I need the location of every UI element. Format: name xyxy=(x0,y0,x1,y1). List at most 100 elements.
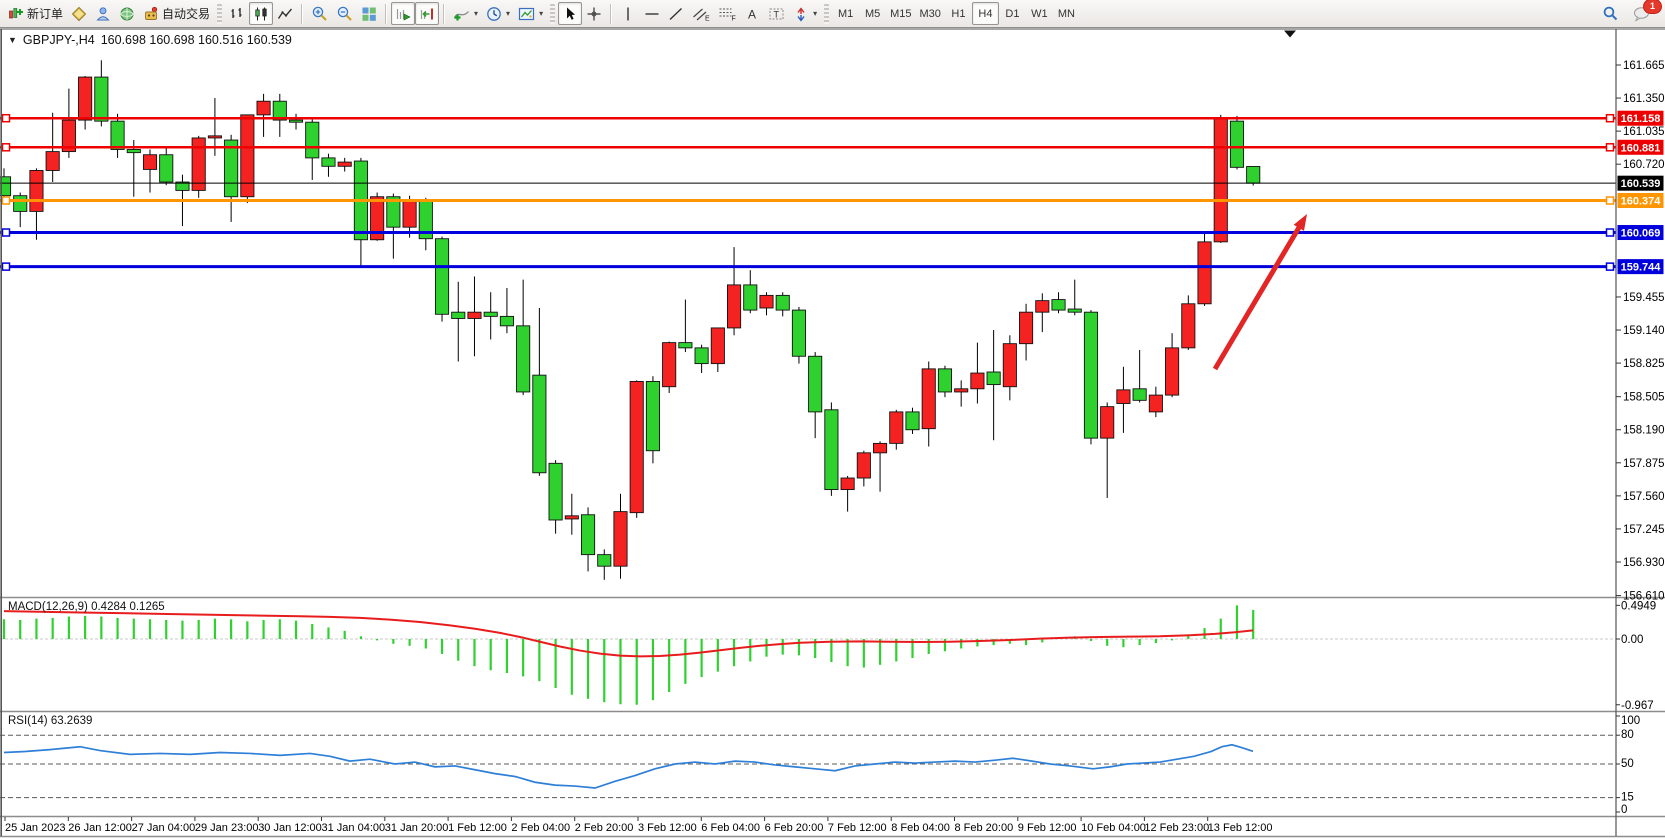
candlestick-chart-button[interactable] xyxy=(249,2,274,25)
new-order-button[interactable]: 新订单 xyxy=(4,2,67,25)
time-axis-label: 12 Feb 23:00 xyxy=(1144,822,1209,834)
bull-candle-body xyxy=(954,388,969,393)
chart-menu-collapse-icon[interactable]: ▼ xyxy=(8,35,17,45)
timeframe-w1-button[interactable]: W1 xyxy=(1026,2,1053,25)
line-chart-button[interactable] xyxy=(273,2,297,25)
bull-candle-body xyxy=(142,154,158,170)
text-label-icon: T xyxy=(769,8,784,19)
timeframe-m30-button[interactable]: M30 xyxy=(916,2,945,25)
timeframe-m15-button[interactable]: M15 xyxy=(886,2,915,25)
bull-candle-body xyxy=(1213,117,1228,243)
line-chart-icon xyxy=(277,8,293,19)
horizontal-line-icon xyxy=(645,12,659,15)
bear-candle-body xyxy=(645,381,660,452)
bull-candle-body xyxy=(921,368,936,430)
price-badge-label: 160.881 xyxy=(1621,142,1661,154)
timeframe-mn-button[interactable]: MN xyxy=(1053,2,1080,25)
auto-trading-button[interactable]: 自动交易 xyxy=(139,2,214,25)
indicators-button[interactable]: ▾ xyxy=(449,2,482,25)
price-axis[interactable]: 161.665 161.350 161.035 160.720 159.455 159.1… xyxy=(1616,60,1665,816)
chart-shift-button[interactable] xyxy=(415,2,440,25)
data-window-person-icon xyxy=(96,6,110,20)
trendline-icon xyxy=(669,7,683,20)
time-axis-label: 31 Jan 04:00 xyxy=(322,822,386,834)
right-line-handle-160.374[interactable] xyxy=(1605,196,1615,205)
bar-chart-button[interactable] xyxy=(225,2,249,25)
zoom-in-button[interactable] xyxy=(307,2,332,25)
periods-button[interactable]: ▾ xyxy=(482,2,514,25)
bull-candle-body xyxy=(759,294,774,309)
timeframe-h4-button[interactable]: H4 xyxy=(971,2,999,25)
timeframe-d1-button[interactable]: D1 xyxy=(999,2,1026,25)
chart-shift-marker[interactable] xyxy=(1284,30,1296,38)
left-line-handle-160.069[interactable] xyxy=(1,228,11,237)
left-line-handle-161.158[interactable] xyxy=(1,113,11,123)
left-line-handle-160.881[interactable] xyxy=(1,143,11,152)
notification-count-badge: 1 xyxy=(1643,0,1662,14)
time-axis-label: 31 Jan 20:00 xyxy=(385,822,449,834)
bull-candle-body xyxy=(1148,394,1163,413)
right-line-handle-159.744[interactable] xyxy=(1605,262,1615,271)
horizontal-line-button[interactable] xyxy=(640,2,664,25)
right-line-handle-160.881[interactable] xyxy=(1605,143,1615,152)
chat-bubble-icon xyxy=(1634,6,1649,22)
cursor-button[interactable] xyxy=(558,2,583,25)
price-tick-label: 157.875 xyxy=(1623,458,1665,470)
auto-scroll-icon xyxy=(396,8,411,20)
rsi-indicator-label: RSI(14) 63.2639 xyxy=(8,715,93,727)
right-line-handle-160.069[interactable] xyxy=(1605,228,1615,237)
trend-arrow-annotation[interactable] xyxy=(1212,221,1305,371)
bear-candle-body xyxy=(1246,166,1261,184)
rsi-axis-label: 50 xyxy=(1621,758,1634,770)
timeframe-h1-button[interactable]: H1 xyxy=(945,2,972,25)
text-button[interactable]: A xyxy=(740,2,764,25)
periods-clock-icon xyxy=(487,6,501,21)
time-axis-label: 26 Jan 12:00 xyxy=(68,822,132,834)
arrows-button[interactable]: ▾ xyxy=(789,2,821,25)
left-line-handle-159.744[interactable] xyxy=(1,262,11,271)
right-line-handle-161.158[interactable] xyxy=(1605,113,1615,123)
vertical-line-button[interactable] xyxy=(616,2,640,25)
bull-candle-body xyxy=(256,100,271,116)
time-axis-label: 6 Feb 04:00 xyxy=(701,822,760,834)
timeframe-m5-button[interactable]: M5 xyxy=(859,2,886,25)
bear-candle-body xyxy=(305,121,320,159)
equidistant-channel-button[interactable]: E xyxy=(688,2,714,25)
bull-candle-body xyxy=(29,170,44,212)
time-axis-label: 30 Jan 12:00 xyxy=(258,822,322,834)
navigator-button[interactable] xyxy=(115,2,139,25)
cursor-arrow-icon xyxy=(567,7,576,20)
zoom-out-button[interactable] xyxy=(332,2,357,25)
notifications-button[interactable]: 1 xyxy=(1629,0,1662,25)
bull-candle-body xyxy=(61,119,76,153)
bull-candle-body xyxy=(873,442,888,454)
current-bid-badge-label: 160.539 xyxy=(1621,178,1661,190)
data-window-button[interactable] xyxy=(91,2,115,25)
trend-arrow-head[interactable] xyxy=(1293,214,1307,231)
rsi-axis-label: 100 xyxy=(1621,715,1640,727)
bull-candle-body xyxy=(970,372,985,390)
bear-candle-body xyxy=(224,139,239,198)
bear-candle-body xyxy=(451,311,466,319)
bull-candle-body xyxy=(191,137,206,191)
templates-button[interactable]: ▾ xyxy=(514,2,547,25)
bull-candle-body xyxy=(1019,311,1034,345)
rsi-axis-label: 80 xyxy=(1621,729,1634,741)
timeframe-m1-button[interactable]: M1 xyxy=(832,2,859,25)
time-axis[interactable]: 25 Jan 2023 26 Jan 12:00 27 Jan 04:00 29 Ja… xyxy=(4,817,1273,834)
auto-scroll-button[interactable] xyxy=(391,2,416,25)
tile-windows-button[interactable] xyxy=(357,2,381,25)
trendline-button[interactable] xyxy=(664,2,688,25)
bear-candle-body xyxy=(516,325,531,393)
left-line-handle-160.374[interactable] xyxy=(1,196,11,205)
navigator-globe-icon xyxy=(120,7,134,20)
bull-candle-body xyxy=(1035,300,1050,313)
crosshair-button[interactable] xyxy=(582,2,606,25)
main-toolbar: 新订单 自动交易 xyxy=(0,0,1665,28)
search-button[interactable] xyxy=(1598,2,1623,25)
profiles-button[interactable] xyxy=(67,2,91,25)
fibonacci-button[interactable]: F xyxy=(714,2,740,25)
price-badge-159.744 xyxy=(1617,259,1664,275)
text-label-button[interactable]: T xyxy=(764,2,789,25)
